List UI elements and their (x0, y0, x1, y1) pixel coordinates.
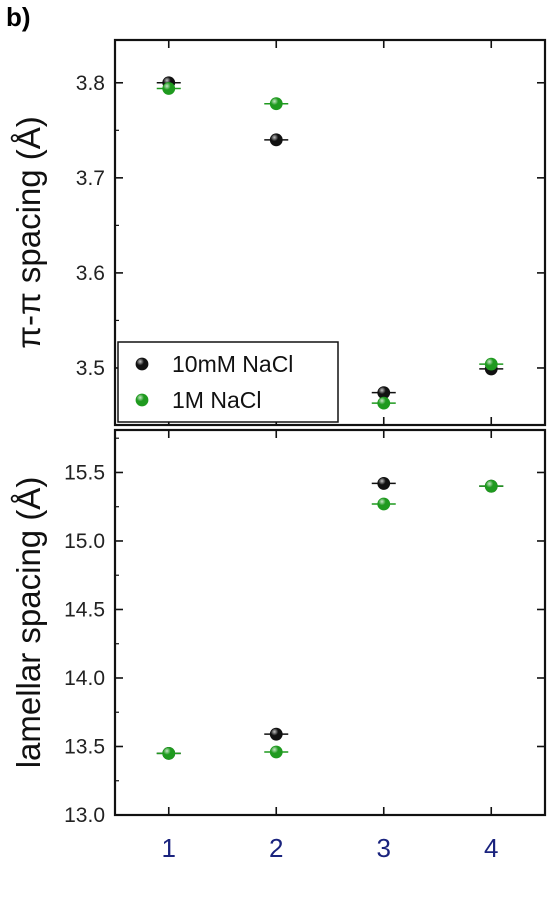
lam-point-s0-2 (377, 477, 391, 490)
lam-ytick-label: 15.0 (64, 530, 105, 553)
lam-point-s0-1 (269, 727, 283, 741)
legend-entry-0: 10mM NaCl (172, 351, 293, 377)
pi-ytick-label: 3.8 (76, 72, 105, 95)
lam-point-s1-1 (269, 745, 283, 759)
bottom-plot-lamellar-spacing: 13.0 13.5 14.0 14.5 15.0 15.5 1 2 3 4 lamellar spa… (10, 428, 547, 863)
lam-plot-frame (113, 428, 547, 817)
legend-marker-1 (135, 393, 149, 407)
pi-point-s0-1 (269, 133, 283, 147)
lam-xtick-label: 2 (269, 833, 283, 863)
pi-ytick-label: 3.7 (76, 167, 105, 190)
pi-plot-frame (113, 38, 547, 427)
lam-ytick-label: 13.0 (64, 804, 105, 827)
lam-point-s1-2 (377, 497, 391, 511)
top-plot-pi-spacing: 3.5 3.6 3.7 3.8 π-π spacing (Å) 10mM NaCl 1M N… (10, 38, 547, 427)
pi-ylabel: π-π spacing (Å) (10, 116, 47, 349)
lam-point-s1-3 (484, 479, 498, 493)
lam-xtick-label: 4 (484, 833, 498, 863)
lam-xtick-label: 3 (377, 833, 391, 863)
lam-ytick-label: 14.5 (64, 598, 105, 621)
pi-point-s1-3 (484, 357, 498, 371)
lam-ytick-label: 15.5 (64, 461, 105, 484)
pi-ytick-label: 3.6 (76, 262, 105, 285)
pi-ytick-label: 3.5 (76, 357, 105, 380)
pi-point-s1-1 (269, 97, 283, 111)
pi-point-s1-0 (162, 82, 176, 95)
lam-point-s1-0 (162, 746, 176, 760)
legend-entry-1: 1M NaCl (172, 387, 261, 413)
pi-point-s1-2 (377, 396, 391, 410)
lam-ytick-label: 13.5 (64, 735, 105, 758)
lam-ytick-label: 14.0 (64, 667, 105, 690)
legend-marker-0 (135, 357, 149, 371)
panel-label: b) (6, 2, 31, 32)
legend: 10mM NaCl 1M NaCl (117, 341, 339, 423)
legend-box (117, 341, 339, 423)
lam-xtick-label: 1 (162, 833, 176, 863)
lam-ylabel: lamellar spacing (Å) (10, 477, 47, 769)
